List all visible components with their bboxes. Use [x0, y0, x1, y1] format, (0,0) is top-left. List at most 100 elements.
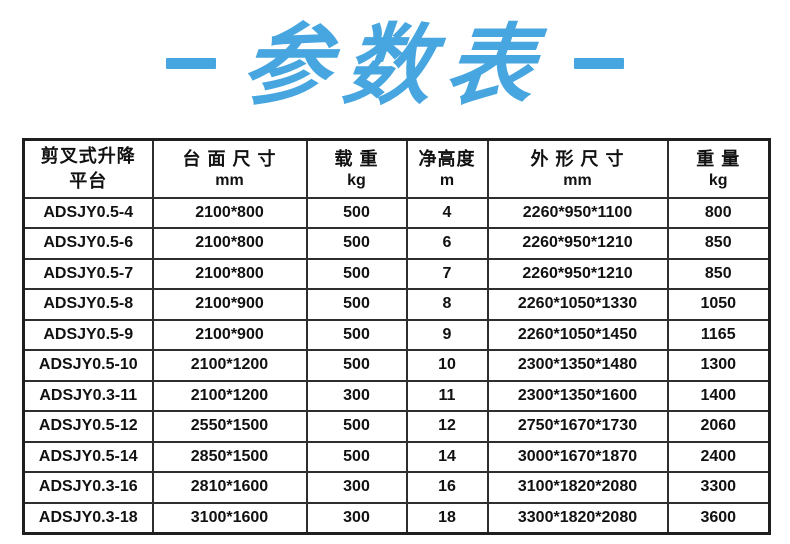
cell-net-height: 8: [405, 288, 489, 321]
cell-overall-size: 2300*1350*1480: [486, 349, 669, 382]
parameters-table: 剪叉式升降 平台 台 面 尺 寸 mm 载 重 kg 净高度 m 外 形 尺 寸…: [22, 138, 771, 535]
col-header-model-line1: 剪叉式升降: [40, 146, 136, 167]
col-header-net-height-line1: 净高度: [418, 149, 476, 169]
cell-load: 500: [305, 318, 408, 351]
cell-overall-size: 2260*950*1100: [486, 196, 669, 229]
cell-surface-size: 2100*900: [151, 318, 308, 351]
table-row: ADSJY0.3-16 2810*1600 300 16 3100*1820*2…: [22, 471, 771, 504]
col-header-surface-size-unit: mm: [215, 172, 244, 190]
cell-surface-size: 2100*900: [151, 288, 308, 321]
col-header-weight-unit: kg: [708, 172, 728, 190]
page-title: 参数表: [0, 0, 790, 130]
cell-weight: 1300: [666, 349, 771, 382]
cell-overall-size: 3000*1670*1870: [486, 440, 669, 473]
col-header-overall-size: 外 形 尺 寸 mm: [486, 138, 669, 199]
title-left-dash-icon: [165, 57, 216, 69]
col-header-load: 载 重 kg: [305, 138, 408, 199]
cell-net-height: 11: [405, 379, 489, 412]
cell-weight: 850: [666, 257, 771, 290]
cell-net-height: 18: [405, 501, 489, 534]
cell-weight: 1400: [666, 379, 771, 412]
col-header-weight: 重 量 kg: [666, 138, 771, 199]
col-header-model-line2: 平台: [69, 170, 108, 191]
cell-overall-size: 3300*1820*2080: [486, 501, 669, 534]
table-row: ADSJY0.3-18 3100*1600 300 18 3300*1820*2…: [22, 501, 771, 534]
cell-weight: 850: [666, 227, 771, 260]
cell-surface-size: 2100*800: [151, 257, 308, 290]
cell-load: 500: [305, 196, 408, 229]
col-header-surface-size: 台 面 尺 寸 mm: [151, 138, 308, 199]
cell-net-height: 6: [405, 227, 489, 260]
cell-overall-size: 2300*1350*1600: [486, 379, 669, 412]
cell-model: ADSJY0.5-6: [22, 227, 154, 260]
col-header-weight-line1: 重 量: [696, 149, 741, 169]
cell-model: ADSJY0.5-9: [22, 318, 154, 351]
col-header-load-unit: kg: [347, 172, 366, 190]
table-row: ADSJY0.5-4 2100*800 500 4 2260*950*1100 …: [22, 196, 771, 229]
cell-load: 500: [305, 349, 408, 382]
table-row: ADSJY0.5-8 2100*900 500 8 2260*1050*1330…: [22, 288, 771, 321]
col-header-model: 剪叉式升降 平台: [22, 138, 154, 199]
cell-surface-size: 2100*1200: [151, 379, 308, 412]
cell-net-height: 9: [405, 318, 489, 351]
cell-load: 500: [305, 257, 408, 290]
cell-weight: 3300: [666, 471, 771, 504]
cell-model: ADSJY0.5-4: [22, 196, 154, 229]
cell-weight: 800: [666, 196, 771, 229]
cell-load: 500: [305, 410, 408, 443]
title-text: 参数表: [236, 12, 554, 117]
cell-model: ADSJY0.3-16: [22, 471, 154, 504]
table-row: ADSJY0.5-10 2100*1200 500 10 2300*1350*1…: [22, 349, 771, 382]
cell-surface-size: 2100*800: [151, 196, 308, 229]
cell-surface-size: 2100*1200: [151, 349, 308, 382]
cell-net-height: 12: [405, 410, 489, 443]
cell-net-height: 7: [405, 257, 489, 290]
cell-overall-size: 2260*1050*1450: [486, 318, 669, 351]
cell-overall-size: 2260*950*1210: [486, 257, 669, 290]
cell-overall-size: 2750*1670*1730: [486, 410, 669, 443]
cell-model: ADSJY0.5-7: [22, 257, 154, 290]
cell-load: 300: [305, 379, 408, 412]
cell-weight: 1050: [666, 288, 771, 321]
cell-net-height: 4: [405, 196, 489, 229]
cell-load: 500: [305, 227, 408, 260]
table-row: ADSJY0.5-6 2100*800 500 6 2260*950*1210 …: [22, 227, 771, 260]
cell-net-height: 10: [405, 349, 489, 382]
cell-overall-size: 2260*950*1210: [486, 227, 669, 260]
header-row: 剪叉式升降 平台 台 面 尺 寸 mm 载 重 kg 净高度 m 外 形 尺 寸…: [22, 138, 771, 199]
cell-surface-size: 2550*1500: [151, 410, 308, 443]
col-header-load-line1: 载 重: [334, 149, 379, 169]
cell-load: 500: [305, 288, 408, 321]
col-header-net-height: 净高度 m: [405, 138, 489, 199]
col-header-overall-size-line1: 外 形 尺 寸: [530, 149, 625, 169]
cell-weight: 2060: [666, 410, 771, 443]
table-row: ADSJY0.5-7 2100*800 500 7 2260*950*1210 …: [22, 257, 771, 290]
cell-weight: 1165: [666, 318, 771, 351]
table-row: ADSJY0.5-12 2550*1500 500 12 2750*1670*1…: [22, 410, 771, 443]
cell-load: 500: [305, 440, 408, 473]
cell-model: ADSJY0.3-18: [22, 501, 154, 534]
cell-model: ADSJY0.5-10: [22, 349, 154, 382]
cell-load: 300: [305, 471, 408, 504]
cell-surface-size: 2810*1600: [151, 471, 308, 504]
title-right-dash-icon: [574, 57, 624, 69]
cell-load: 300: [305, 501, 408, 534]
col-header-net-height-unit: m: [439, 172, 455, 190]
cell-model: ADSJY0.5-8: [22, 288, 154, 321]
cell-net-height: 16: [405, 471, 489, 504]
table-row: ADSJY0.5-9 2100*900 500 9 2260*1050*1450…: [22, 318, 771, 351]
cell-model: ADSJY0.5-14: [22, 440, 154, 473]
col-header-surface-size-line1: 台 面 尺 寸: [182, 149, 277, 169]
cell-surface-size: 2100*800: [151, 227, 308, 260]
table-row: ADSJY0.3-11 2100*1200 300 11 2300*1350*1…: [22, 379, 771, 412]
cell-net-height: 14: [405, 440, 489, 473]
cell-model: ADSJY0.5-12: [22, 410, 154, 443]
cell-overall-size: 2260*1050*1330: [486, 288, 669, 321]
table-row: ADSJY0.5-14 2850*1500 500 14 3000*1670*1…: [22, 440, 771, 473]
cell-model: ADSJY0.3-11: [22, 379, 154, 412]
cell-weight: 2400: [666, 440, 771, 473]
col-header-overall-size-unit: mm: [563, 172, 592, 190]
cell-surface-size: 3100*1600: [151, 501, 308, 534]
cell-weight: 3600: [666, 501, 771, 534]
cell-surface-size: 2850*1500: [151, 440, 308, 473]
